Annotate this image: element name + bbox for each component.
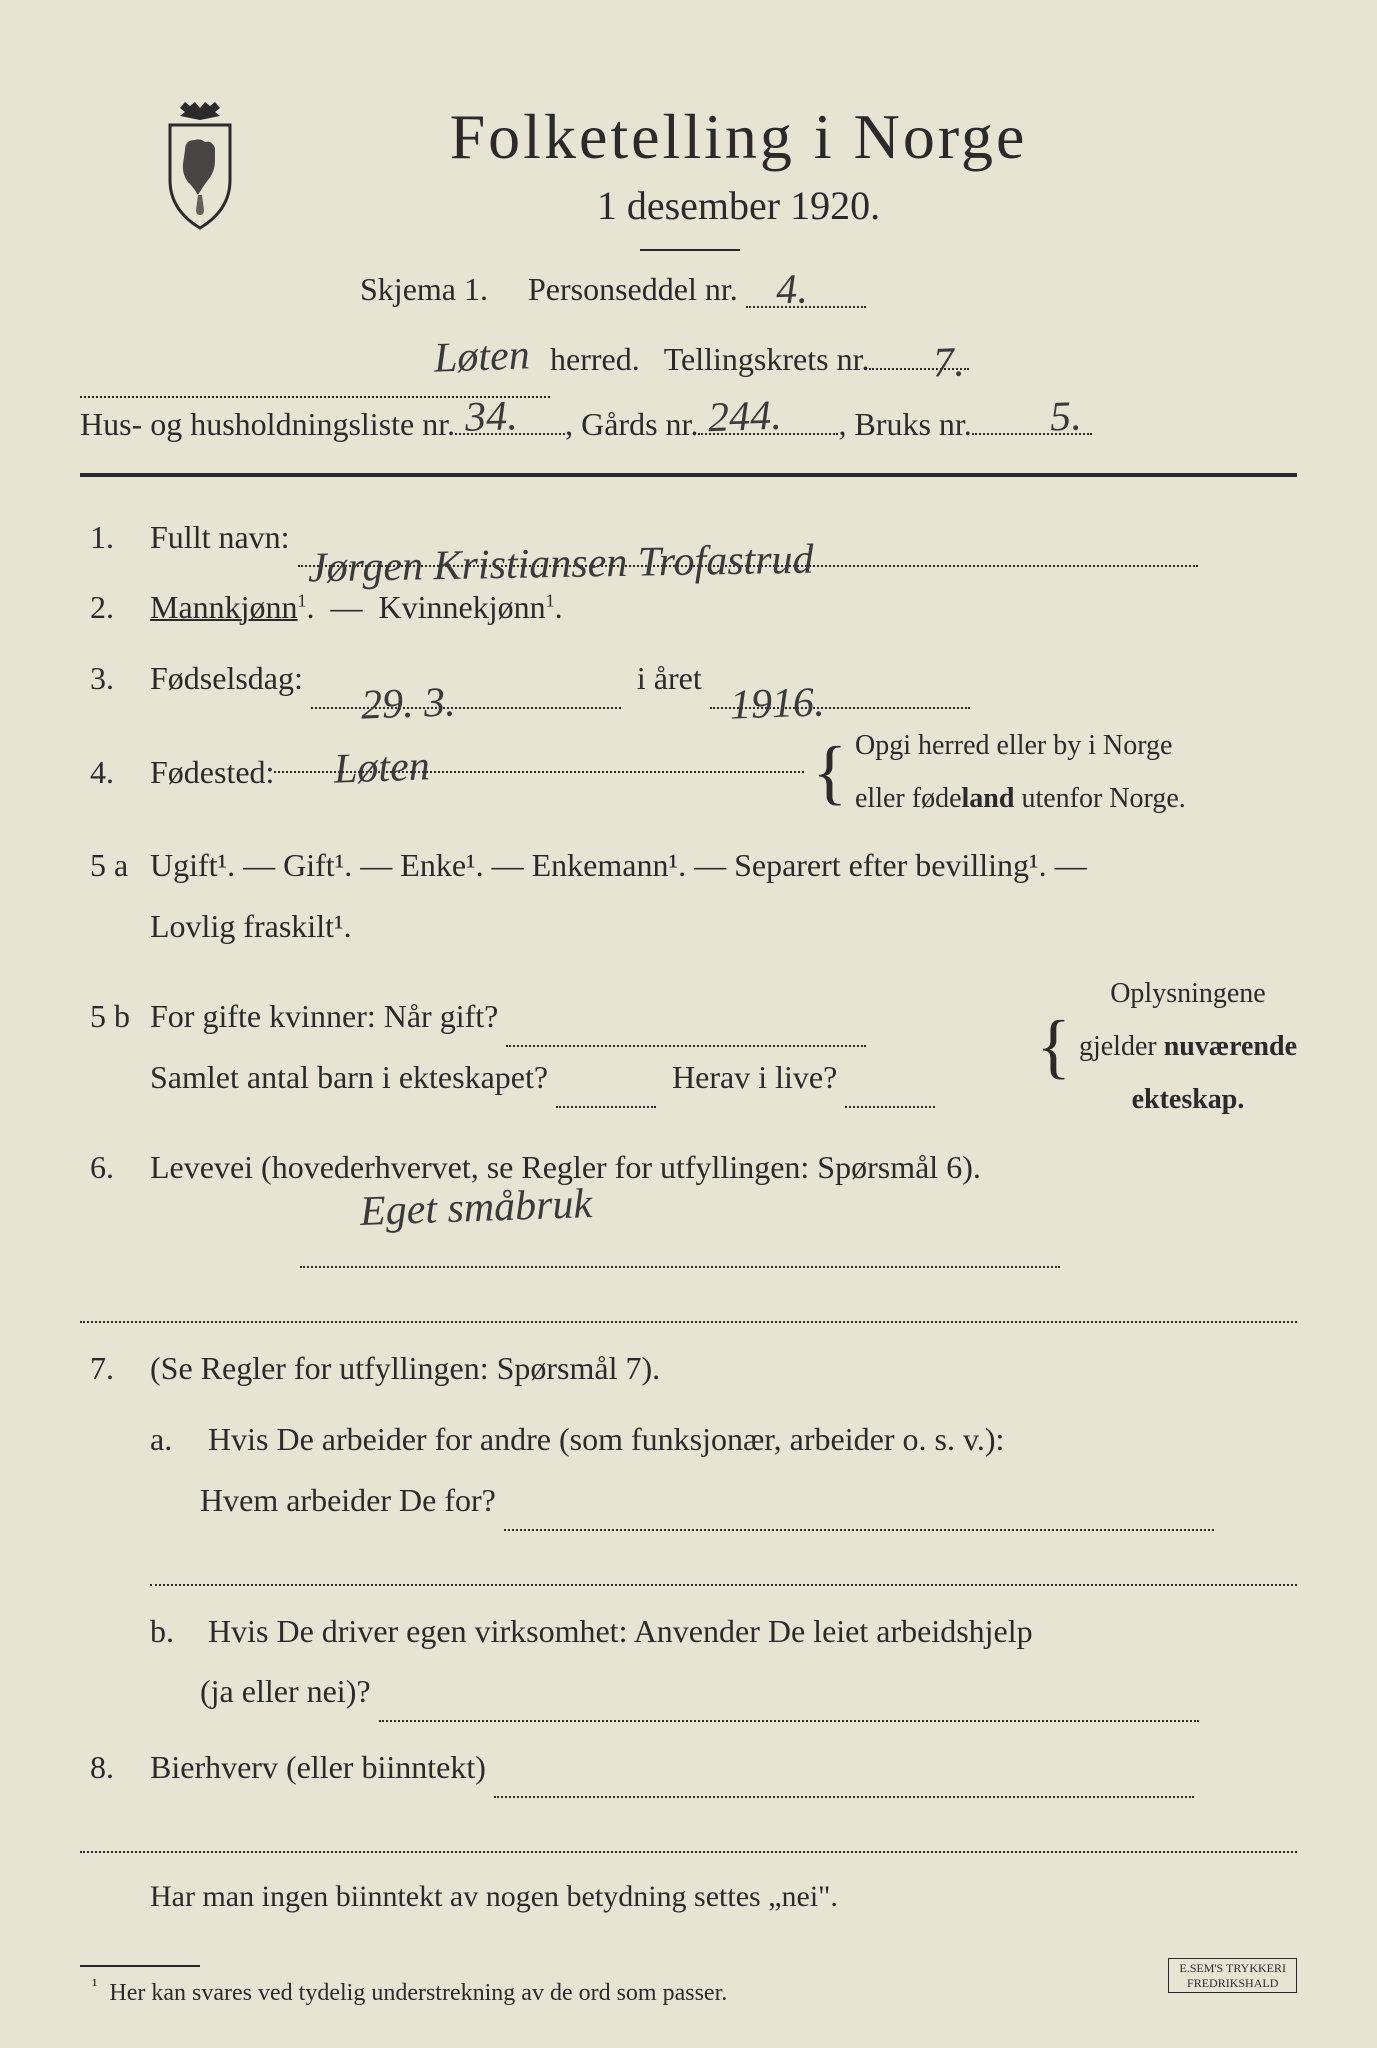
herred-value: Løten bbox=[433, 318, 531, 397]
tellingskrets-value: 7. bbox=[932, 325, 966, 402]
q8-note: Har man ingen biinntekt av nogen betydni… bbox=[150, 1868, 1297, 1925]
q7b-label1: Hvis De driver egen virksomhet: Anvender… bbox=[208, 1613, 1033, 1649]
q4-value: Løten bbox=[333, 728, 431, 811]
footnote-rule bbox=[80, 1965, 200, 1967]
q4-row: 4. Fødested: Løten { Opgi herred eller b… bbox=[80, 719, 1297, 825]
q5b-note-l2a: gjelder bbox=[1079, 1031, 1164, 1062]
page-title: Folketelling i Norge bbox=[180, 100, 1297, 174]
q3-label: Fødselsdag: bbox=[150, 660, 303, 696]
page-subtitle: 1 desember 1920. bbox=[180, 182, 1297, 229]
footnote-text: Her kan svares ved tydelig understreknin… bbox=[109, 1980, 727, 2006]
q2-mann: Mannkjønn bbox=[150, 589, 298, 625]
printer-mark: E.SEM'S TRYKKERI FREDRIKSHALD bbox=[1168, 1958, 1297, 1993]
q7-num: 7. bbox=[80, 1338, 150, 1399]
brace-icon-2: { bbox=[1036, 1025, 1071, 1068]
q8-num: 8. bbox=[80, 1737, 150, 1798]
q4-note-l2b: land bbox=[962, 783, 1015, 814]
gards-label: , Gårds nr. bbox=[565, 406, 698, 443]
personseddel-value: 4. bbox=[775, 265, 808, 314]
brace-icon: { bbox=[812, 751, 847, 794]
tellingskrets-label: Tellingskrets nr. bbox=[664, 331, 870, 389]
q5b-note-l3: ekteskap. bbox=[1132, 1084, 1245, 1115]
q8-label: Bierhverv (eller biinntekt) bbox=[150, 1749, 486, 1785]
q1-row: 1. Fullt navn: Jørgen Kristiansen Trofas… bbox=[80, 507, 1297, 568]
q6-extra-line bbox=[80, 1293, 1297, 1323]
q4-num: 4. bbox=[80, 742, 150, 803]
footnote: ¹ Her kan svares ved tydelig understrekn… bbox=[80, 1975, 1297, 2007]
q6-row: 6. Levevei (hovederhvervet, se Regler fo… bbox=[80, 1137, 1297, 1269]
q5b-line1: For gifte kvinner: Når gift? bbox=[150, 998, 498, 1034]
husliste-label: Hus- og husholdningsliste nr. bbox=[80, 406, 455, 443]
q4-note-l1: Opgi herred eller by i Norge bbox=[855, 730, 1173, 761]
q5b-note: Oplysningene gjelder nuværende ekteskap. bbox=[1079, 967, 1297, 1127]
q5a-row: 5 a Ugift¹. — Gift¹. — Enke¹. — Enkemann… bbox=[80, 835, 1297, 957]
q5a-num: 5 a bbox=[80, 835, 150, 896]
q8-row: 8. Bierhverv (eller biinntekt) bbox=[80, 1737, 1297, 1798]
q7a-row: a. Hvis De arbeider for andre (som funks… bbox=[150, 1409, 1297, 1531]
q3-num: 3. bbox=[80, 648, 150, 709]
q4-note-l2a: eller føde bbox=[855, 783, 962, 814]
q5a-options: Ugift¹. — Gift¹. — Enke¹. — Enkemann¹. —… bbox=[150, 847, 1087, 883]
title-divider bbox=[640, 249, 740, 251]
q6-value: Eget småbruk bbox=[359, 1165, 594, 1253]
q4-label: Fødested: bbox=[150, 742, 274, 803]
bruks-label: , Bruks nr. bbox=[838, 406, 971, 443]
skjema-label: Skjema 1. bbox=[360, 271, 488, 307]
q1-num: 1. bbox=[80, 507, 150, 568]
header-identifiers: Skjema 1. Personseddel nr. 4. Løten herr… bbox=[80, 271, 1297, 443]
q7-row: 7. (Se Regler for utfyllingen: Spørsmål … bbox=[80, 1338, 1297, 1399]
q5b-note-l1: Oplysningene bbox=[1110, 978, 1266, 1009]
q1-label: Fullt navn: bbox=[150, 519, 290, 555]
gards-value: 244. bbox=[708, 391, 783, 442]
bruks-value: 5. bbox=[1049, 392, 1082, 441]
q3-year-value: 1916. bbox=[728, 663, 825, 746]
printer-l1: E.SEM'S TRYKKERI bbox=[1179, 1961, 1286, 1975]
printer-l2: FREDRIKSHALD bbox=[1187, 1976, 1278, 1990]
q8-extra-line bbox=[80, 1823, 1297, 1853]
q3-year-label: i året bbox=[637, 660, 702, 696]
q5b-line2a: Samlet antal barn i ekteskapet? bbox=[150, 1059, 548, 1095]
coat-of-arms-icon bbox=[150, 100, 250, 230]
q7-label: (Se Regler for utfyllingen: Spørsmål 7). bbox=[150, 1350, 660, 1386]
q7b-label2: (ja eller nei)? bbox=[200, 1673, 371, 1709]
q5a-options2: Lovlig fraskilt¹. bbox=[150, 908, 352, 944]
q1-value: Jørgen Kristiansen Trofastrud bbox=[307, 521, 814, 610]
q4-note: Opgi herred eller by i Norge eller fødel… bbox=[855, 719, 1186, 825]
q4-note-l2c: utenfor Norge. bbox=[1014, 783, 1185, 814]
q5b-line2b: Herav i live? bbox=[672, 1059, 837, 1095]
husliste-value: 34. bbox=[464, 392, 518, 442]
q5b-note-l2b: nuværende bbox=[1164, 1031, 1297, 1062]
q3-row: 3. Fødselsdag: 29. 3. i året 1916. bbox=[80, 648, 1297, 709]
q7a-extra-line bbox=[150, 1556, 1297, 1586]
q6-num: 6. bbox=[80, 1137, 150, 1198]
crest-svg bbox=[150, 100, 250, 230]
herred-label: herred. bbox=[550, 331, 640, 389]
q7b-letter: b. bbox=[150, 1601, 200, 1662]
q5b-row: 5 b For gifte kvinner: Når gift? Samlet … bbox=[80, 967, 1297, 1127]
q2-num: 2. bbox=[80, 577, 150, 638]
q5b-num: 5 b bbox=[80, 986, 150, 1047]
footnote-num: ¹ bbox=[92, 1975, 97, 1995]
q7b-row: b. Hvis De driver egen virksomhet: Anven… bbox=[150, 1601, 1297, 1723]
header-rule bbox=[80, 473, 1297, 477]
q7a-letter: a. bbox=[150, 1409, 200, 1470]
q7a-label1: Hvis De arbeider for andre (som funksjon… bbox=[208, 1421, 1004, 1457]
personseddel-label: Personseddel nr. bbox=[528, 271, 738, 307]
q7a-label2: Hvem arbeider De for? bbox=[200, 1482, 496, 1518]
